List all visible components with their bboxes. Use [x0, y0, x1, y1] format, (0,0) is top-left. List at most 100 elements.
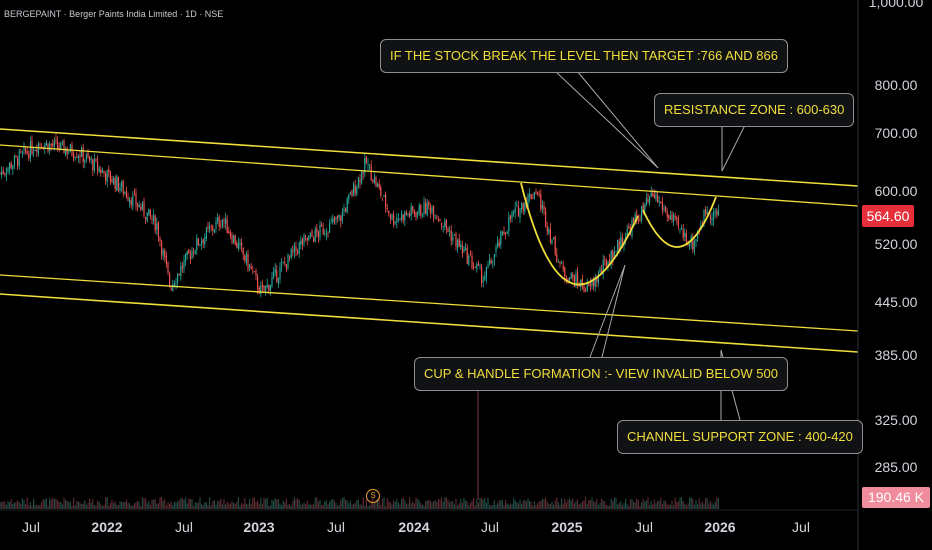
- candle-body: [324, 233, 326, 234]
- volume-bar: [628, 505, 630, 509]
- volume-bar: [321, 505, 323, 509]
- candle-body: [693, 241, 695, 252]
- candle-body: [697, 232, 699, 239]
- candle-body: [250, 266, 252, 269]
- candle-body: [181, 265, 183, 269]
- candle-body: [327, 233, 329, 235]
- candle-body: [421, 214, 423, 217]
- volume-bar: [313, 504, 315, 509]
- volume-bar: [188, 498, 190, 509]
- volume-bar: [546, 501, 548, 509]
- volume-bar: [650, 501, 652, 509]
- candle-body: [191, 251, 193, 259]
- candle-body: [380, 186, 382, 197]
- candle-body: [53, 140, 55, 147]
- volume-bar: [2, 501, 4, 509]
- candle-body: [197, 238, 199, 246]
- volume-bar: [593, 501, 595, 509]
- candle-body: [1, 171, 3, 176]
- candle-body: [173, 284, 175, 286]
- volume-bar: [322, 505, 324, 509]
- volume-bar: [205, 502, 207, 509]
- volume-bar: [516, 501, 518, 509]
- volume-bar: [116, 504, 118, 509]
- resistance-line-upper[interactable]: [0, 128, 859, 187]
- candle-body: [157, 222, 159, 237]
- volume-bar: [716, 497, 718, 509]
- volume-bar: [671, 500, 673, 509]
- volume-bar: [277, 499, 279, 509]
- volume-bar: [615, 497, 617, 509]
- volume-bar: [234, 504, 236, 509]
- volume-bar: [458, 503, 460, 509]
- target-annotation[interactable]: IF THE STOCK BREAK THE LEVEL THEN TARGET…: [380, 39, 788, 73]
- volume-bar: [676, 501, 678, 509]
- candle-body: [159, 237, 161, 242]
- volume-bar: [162, 500, 164, 509]
- candle-body: [637, 219, 639, 221]
- volume-bar: [153, 499, 155, 509]
- resistance-line-lower[interactable]: [0, 144, 859, 207]
- candle-body: [431, 207, 433, 213]
- volume-bar: [337, 505, 339, 509]
- candle-body: [415, 212, 417, 217]
- volume-bar: [513, 498, 515, 509]
- volume-bar: [373, 502, 375, 509]
- time-tick: Jul: [175, 519, 193, 535]
- resistance-annotation[interactable]: RESISTANCE ZONE : 600-630: [654, 93, 855, 127]
- candle-body: [205, 227, 207, 239]
- volume-bar: [476, 499, 478, 509]
- candle-body: [207, 226, 209, 229]
- volume-bar: [218, 501, 220, 509]
- candle-body: [132, 195, 134, 206]
- split-event-icon[interactable]: S: [366, 489, 380, 503]
- handle-curve[interactable]: [642, 196, 717, 248]
- volume-bar: [717, 497, 719, 509]
- volume-bar: [365, 499, 367, 509]
- candle-body: [277, 278, 279, 284]
- candle-body: [588, 283, 590, 285]
- price-tick: 800.00: [874, 77, 918, 93]
- volume-bar: [538, 501, 540, 509]
- volume-bar: [146, 503, 148, 509]
- candle-body: [658, 201, 660, 203]
- volume-bar: [609, 505, 611, 509]
- volume-bar: [281, 505, 283, 509]
- volume-bar: [381, 498, 383, 509]
- volume-bar: [10, 499, 12, 509]
- candle-body: [121, 182, 123, 188]
- candle-body: [399, 218, 401, 220]
- candle-body: [279, 267, 281, 279]
- time-tick: Jul: [481, 519, 499, 535]
- volume-bar: [191, 499, 193, 509]
- candle-body: [569, 277, 571, 283]
- volume-bar: [129, 503, 131, 509]
- volume-bar: [233, 502, 235, 509]
- candle-body: [49, 143, 51, 152]
- price-tick: 1,000.00: [868, 0, 924, 10]
- candle-body: [593, 279, 595, 287]
- volume-bar: [311, 504, 313, 509]
- cup-handle-annotation[interactable]: CUP & HANDLE FORMATION :- VIEW INVALID B…: [414, 357, 788, 391]
- candle-body: [28, 154, 30, 159]
- volume-bar: [521, 504, 523, 509]
- volume-bar: [415, 497, 417, 509]
- volume-bar: [349, 500, 351, 509]
- volume-bar: [645, 500, 647, 509]
- candle-body: [263, 285, 265, 291]
- support-line-lower[interactable]: [0, 293, 859, 353]
- candle-body: [103, 170, 105, 174]
- support-annotation[interactable]: CHANNEL SUPPORT ZONE : 400-420: [617, 420, 863, 454]
- candle-body: [257, 276, 259, 289]
- volume-bar: [625, 498, 627, 509]
- candle-body: [546, 226, 548, 232]
- candle-body: [649, 197, 651, 203]
- support-line-upper[interactable]: [0, 274, 859, 332]
- candle-body: [444, 221, 446, 227]
- volume-bar: [221, 504, 223, 509]
- volume-bar: [36, 504, 38, 509]
- candle-body: [596, 277, 598, 282]
- volume-bar: [297, 498, 299, 509]
- cup-curve[interactable]: [520, 182, 639, 286]
